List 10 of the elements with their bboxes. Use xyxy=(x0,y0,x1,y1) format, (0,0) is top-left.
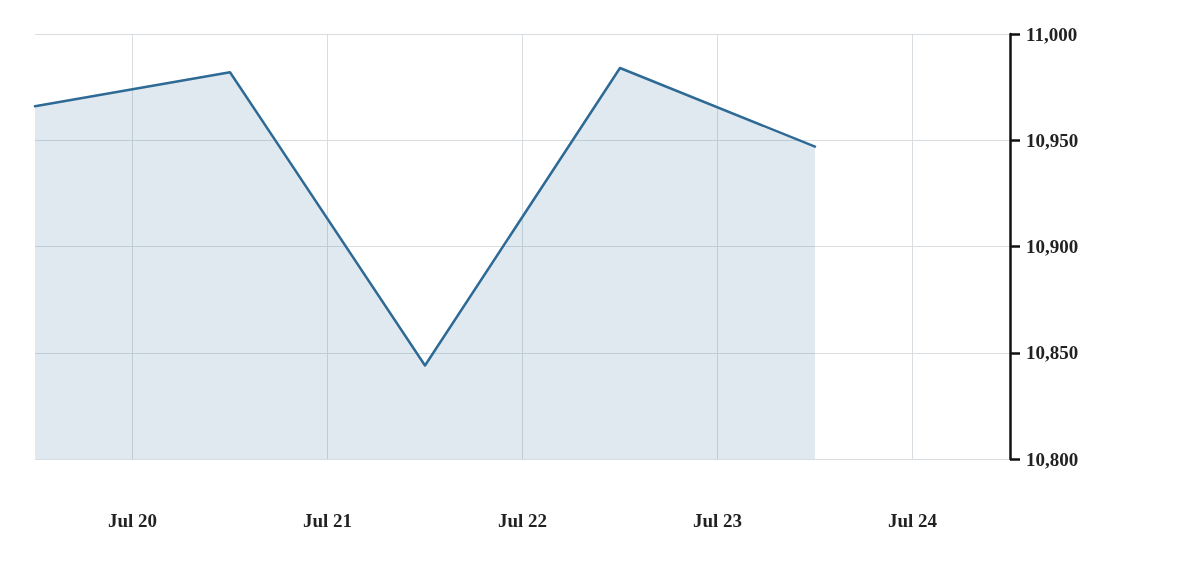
y-tick-label: 10,900 xyxy=(1026,236,1079,257)
y-tick-label: 10,850 xyxy=(1026,342,1079,364)
x-tick-label: Jul 20 xyxy=(107,510,158,531)
y-tick-label: 10,800 xyxy=(1026,448,1079,470)
x-tick-label: Jul 21 xyxy=(302,510,353,531)
x-tick-label: Jul 22 xyxy=(497,510,548,531)
x-tick-label: Jul 24 xyxy=(887,510,938,531)
x-tick-label: Jul 23 xyxy=(692,510,743,531)
y-tick-label: 11,000 xyxy=(1026,23,1078,45)
y-tick-label: 10,950 xyxy=(1026,129,1079,151)
